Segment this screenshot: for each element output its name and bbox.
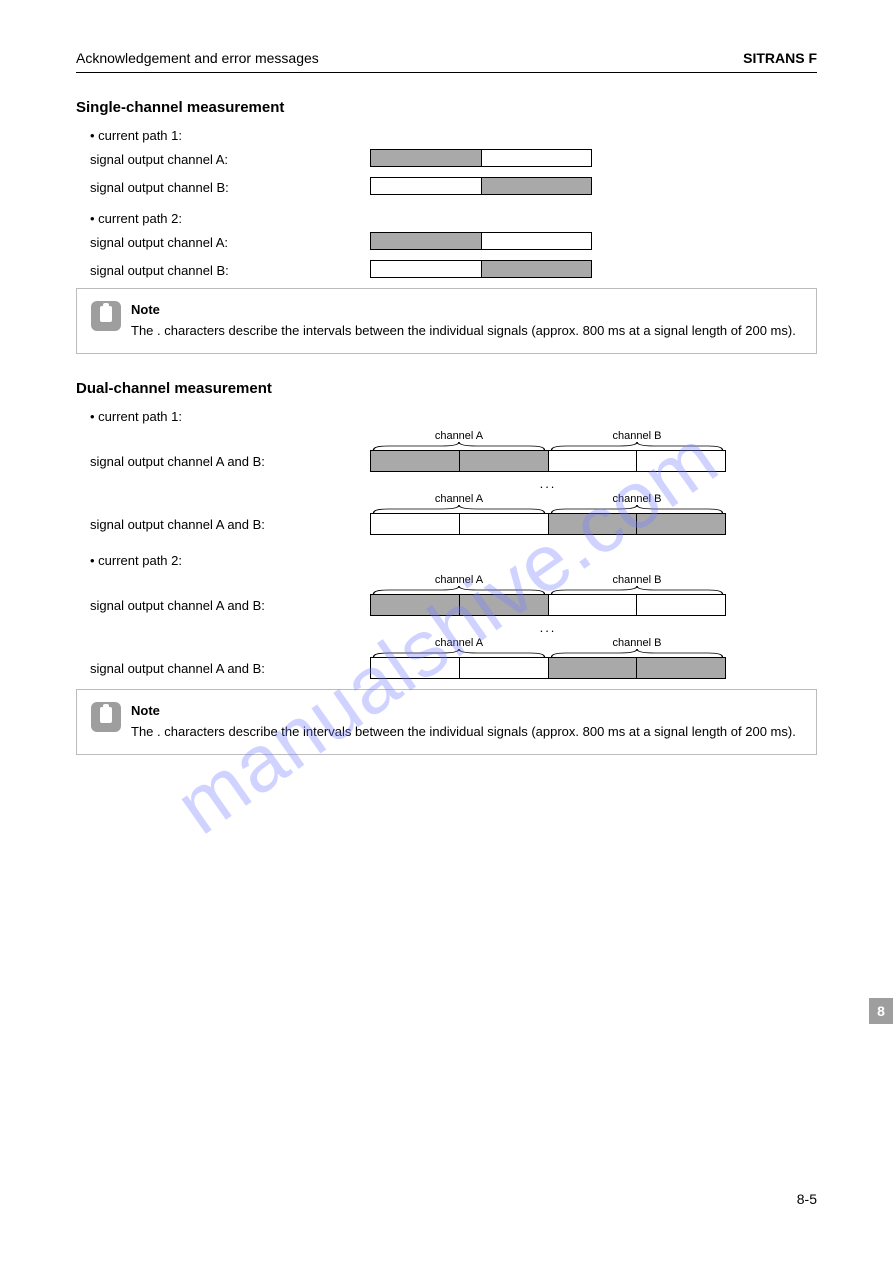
brace-row: channel A channel B — [370, 574, 726, 594]
s2-bar3 — [370, 594, 726, 616]
s2-signal3: signal output channel A and B: channel A… — [76, 574, 817, 616]
chapter-tab: 8 — [869, 998, 893, 1024]
s2-signal4: signal output channel A and B: channel A… — [76, 637, 817, 679]
section2-path2: • current path 2: — [76, 553, 817, 568]
bar-cell — [636, 514, 725, 534]
brace-a: channel A — [370, 430, 548, 450]
s2-bar1-wrap: channel A channel B — [370, 430, 726, 472]
s2-bar3-wrap: channel A channel B — [370, 574, 726, 616]
bar-cell — [459, 451, 548, 471]
section2-path2-label: • current path 2: — [90, 553, 182, 568]
header-left: Acknowledgement and error messages — [76, 50, 319, 66]
bar-cell — [481, 150, 591, 166]
bar-cell — [548, 595, 637, 615]
brace-b: channel B — [548, 574, 726, 594]
note1-content: Note The . characters describe the inter… — [131, 301, 802, 339]
bar-cell — [459, 595, 548, 615]
bar-cell — [371, 658, 459, 678]
s1-signal4: signal output channel B: — [76, 260, 817, 278]
bar-cell — [371, 150, 481, 166]
s1-signal3: signal output channel A: — [76, 232, 817, 250]
section1-path2: • current path 2: — [76, 211, 817, 226]
s2-bar4 — [370, 657, 726, 679]
section2-path1-label: • current path 1: — [90, 409, 182, 424]
brace-b: channel B — [548, 493, 726, 513]
note1-body: The . characters describe the intervals … — [131, 322, 802, 340]
s2-signal2-label: signal output channel A and B: — [90, 517, 370, 535]
bar-cell — [459, 514, 548, 534]
section2-title: Dual-channel measurement — [76, 380, 817, 397]
s2-signal2: signal output channel A and B: channel A… — [76, 493, 817, 535]
section2-path1: • current path 1: — [76, 409, 817, 424]
s1-signal2: signal output channel B: — [76, 177, 817, 195]
s2-signal1: signal output channel A and B: channel A… — [76, 430, 817, 472]
header-right: SITRANS F — [743, 50, 817, 66]
s1-signal1-label: signal output channel A: — [90, 149, 370, 167]
note2: Note The . characters describe the inter… — [76, 689, 817, 755]
bar-cell — [636, 595, 725, 615]
note1: Note The . characters describe the inter… — [76, 288, 817, 354]
s1-bar4 — [370, 260, 592, 278]
note2-content: Note The . characters describe the inter… — [131, 702, 802, 740]
bar-cell — [636, 451, 725, 471]
brace-row: channel A channel B — [370, 430, 726, 450]
bar-cell — [548, 514, 637, 534]
brace-row: channel A channel B — [370, 637, 726, 657]
clipboard-icon — [91, 301, 121, 331]
s2-bar4-wrap: channel A channel B — [370, 637, 726, 679]
note2-title: Note — [131, 702, 802, 720]
bar-cell — [548, 658, 637, 678]
page-header: Acknowledgement and error messages SITRA… — [76, 50, 817, 73]
brace-a: channel A — [370, 637, 548, 657]
bar-cell — [481, 261, 591, 277]
bar-cell — [481, 233, 591, 249]
dots2: ... — [370, 618, 726, 637]
s2-bar1 — [370, 450, 726, 472]
s1-bar2 — [370, 177, 592, 195]
bar-cell — [371, 233, 481, 249]
bar-cell — [371, 178, 481, 194]
brace-b: channel B — [548, 637, 726, 657]
s2-signal4-label: signal output channel A and B: — [90, 661, 370, 679]
brace-a: channel A — [370, 574, 548, 594]
s2-bar2 — [370, 513, 726, 535]
bar-cell — [636, 658, 725, 678]
section1-path1-label: • current path 1: — [90, 128, 182, 143]
bar-cell — [371, 261, 481, 277]
bar-cell — [371, 451, 459, 471]
bar-cell — [371, 514, 459, 534]
brace-row: channel A channel B — [370, 493, 726, 513]
s1-bar3 — [370, 232, 592, 250]
brace-a: channel A — [370, 493, 548, 513]
bar-cell — [459, 658, 548, 678]
bar-cell — [548, 451, 637, 471]
dots1: ... — [370, 474, 726, 493]
section1-path1: • current path 1: — [76, 128, 817, 143]
s2-signal1-label: signal output channel A and B: — [90, 454, 370, 472]
s2-signal3-label: signal output channel A and B: — [90, 598, 370, 616]
section1-path2-label: • current path 2: — [90, 211, 182, 226]
note2-body: The . characters describe the intervals … — [131, 723, 802, 741]
section1-title: Single-channel measurement — [76, 99, 817, 116]
note1-title: Note — [131, 301, 802, 319]
s1-bar1 — [370, 149, 592, 167]
s1-signal3-label: signal output channel A: — [90, 232, 370, 250]
bar-cell — [481, 178, 591, 194]
clipboard-icon — [91, 702, 121, 732]
s1-signal2-label: signal output channel B: — [90, 177, 370, 195]
page-number: 8-5 — [797, 1191, 817, 1207]
s1-signal4-label: signal output channel B: — [90, 260, 370, 278]
s1-signal1: signal output channel A: — [76, 149, 817, 167]
brace-b: channel B — [548, 430, 726, 450]
bar-cell — [371, 595, 459, 615]
s2-bar2-wrap: channel A channel B — [370, 493, 726, 535]
